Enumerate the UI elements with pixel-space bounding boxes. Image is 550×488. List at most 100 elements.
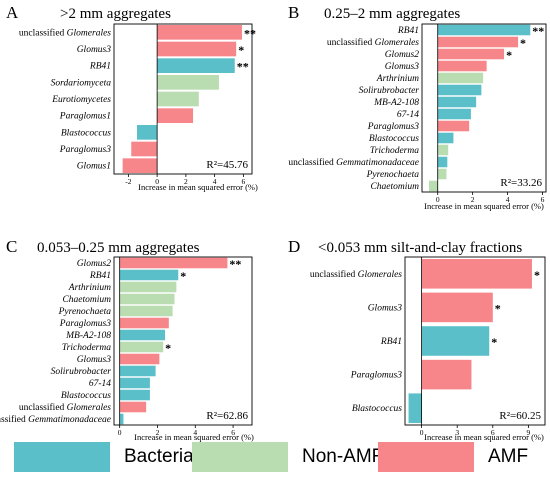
bar-gemmatimonadaceae — [437, 156, 448, 168]
category-label: Glomus2 — [385, 50, 420, 60]
significance-mark: ** — [532, 24, 544, 38]
x-tick-label: 3 — [455, 428, 459, 437]
panel-title: 0.25–2 mm aggregates — [324, 6, 460, 22]
x-tick-label: 0 — [436, 195, 440, 204]
legend-label-amf: AMF — [488, 446, 529, 467]
legend-swatch-non-amf-fungi — [192, 442, 288, 472]
significance-mark: * — [520, 36, 526, 50]
x-tick-label: 0 — [118, 428, 122, 437]
bar-glomus3 — [437, 60, 487, 72]
category-label: Blastococcus — [369, 134, 419, 144]
panel-letter: D — [288, 237, 300, 256]
bar-paraglomus3 — [119, 317, 169, 329]
x-axis-label: Increase in mean squared error (%) — [424, 201, 544, 211]
category-label: Glomus3 — [77, 355, 112, 365]
bar-glomerales — [119, 401, 147, 413]
bar-solirubrobacter — [119, 365, 156, 377]
bar-arthrinium — [437, 72, 484, 84]
bar-rb41 — [119, 269, 179, 281]
category-label: unclassified Glomerales — [310, 269, 402, 280]
bar-paraglomus3 — [421, 359, 472, 390]
bar-glomus3 — [119, 353, 160, 365]
category-label: Sordariomyceta — [51, 78, 112, 88]
x-tick-label: 6 — [491, 428, 495, 437]
category-label: Paraglomus1 — [59, 112, 111, 122]
r-squared-label: R²=62.86 — [206, 410, 248, 422]
bar-chaetomium — [428, 180, 438, 192]
panel-title: 0.053–0.25 mm aggregates — [37, 240, 200, 256]
x-axis-label: Increase in mean squared error (%) — [138, 182, 258, 192]
legend-label-bacteria: Bacteria — [124, 446, 194, 467]
panel-letter: C — [6, 237, 17, 256]
significance-mark: * — [495, 301, 501, 315]
panel-letter: B — [288, 3, 299, 22]
bar-paraglomus3 — [131, 141, 158, 157]
bar-67-14 — [119, 377, 150, 389]
category-label: Arthrinium — [68, 283, 111, 293]
category-label: MB-A2-108 — [65, 331, 111, 341]
category-label: Blastococcus — [61, 391, 111, 401]
r-squared-label: R²=45.76 — [206, 159, 248, 171]
category-label: Solirubrobacter — [51, 367, 112, 377]
category-label: Paraglomus3 — [367, 122, 419, 132]
significance-mark: * — [165, 341, 171, 355]
x-tick-label: 4 — [213, 177, 217, 186]
significance-mark: ** — [229, 257, 241, 271]
category-label: Glomus3 — [368, 303, 403, 313]
x-tick-label: 0 — [420, 428, 424, 437]
category-label: Pyrenochaeta — [366, 170, 420, 180]
bar-paraglomus3 — [437, 120, 470, 132]
category-label: RB41 — [89, 62, 111, 72]
significance-mark: * — [534, 268, 540, 282]
x-axis-label: Increase in mean squared error (%) — [134, 432, 254, 442]
x-tick-label: 4 — [193, 428, 197, 437]
x-tick-label: 2 — [184, 177, 188, 186]
bar-gemmatimonadaceae — [119, 413, 124, 425]
significance-mark: * — [180, 269, 186, 283]
panel-title: >2 mm aggregates — [60, 6, 171, 22]
x-tick-label: -2 — [125, 177, 131, 186]
x-tick-label: 6 — [541, 195, 545, 204]
category-label: Glomus1 — [77, 162, 111, 172]
bar-arthrinium — [119, 281, 177, 293]
legend-item-amf: AMF — [378, 442, 528, 472]
category-label: Paraglomus3 — [59, 319, 111, 329]
bar-glomerales — [437, 36, 519, 48]
significance-mark: ** — [237, 60, 249, 74]
bar-sordariomyceta — [157, 75, 219, 90]
category-label: unclassified Gemmatimonadaceae — [288, 157, 419, 168]
bar-rb41 — [421, 326, 490, 356]
bar-glomus2 — [437, 48, 505, 60]
category-label: Chaetomium — [62, 295, 111, 305]
legend-swatch-bacteria — [14, 442, 110, 472]
panel-letter: A — [6, 3, 19, 22]
bar-mb-a2-108 — [119, 329, 166, 341]
category-label: Chaetomium — [370, 182, 419, 192]
x-tick-label: 2 — [471, 195, 475, 204]
category-label: unclassified Glomerales — [19, 27, 111, 38]
r-squared-label: R²=33.26 — [500, 177, 542, 189]
category-label: MB-A2-108 — [373, 98, 419, 108]
bar-blastococcus — [137, 125, 158, 140]
category-label: Trichoderma — [62, 343, 111, 353]
bar-blastococcus — [119, 389, 150, 401]
bar-pyrenochaeta — [119, 305, 173, 317]
bar-paraglomus1 — [157, 108, 194, 123]
plot-frame — [113, 23, 253, 175]
plot-frame — [113, 256, 253, 426]
legend-item-bacteria: Bacteria — [14, 442, 194, 472]
legend-swatch-amf — [378, 442, 474, 472]
legend: Bacteria Non-AMF fungi AMF — [0, 428, 550, 488]
bar-glomerales — [421, 259, 532, 289]
category-label: Glomus3 — [77, 45, 112, 55]
category-label: Arthrinium — [376, 74, 419, 84]
bar-glomerales — [157, 25, 242, 40]
category-label: unclassified Glomerales — [327, 37, 419, 48]
x-tick-label: 2 — [156, 428, 160, 437]
bar-trichoderma — [437, 144, 449, 156]
x-tick-label: 4 — [506, 195, 510, 204]
bar-trichoderma — [119, 341, 164, 353]
category-label: Trichoderma — [370, 146, 419, 156]
